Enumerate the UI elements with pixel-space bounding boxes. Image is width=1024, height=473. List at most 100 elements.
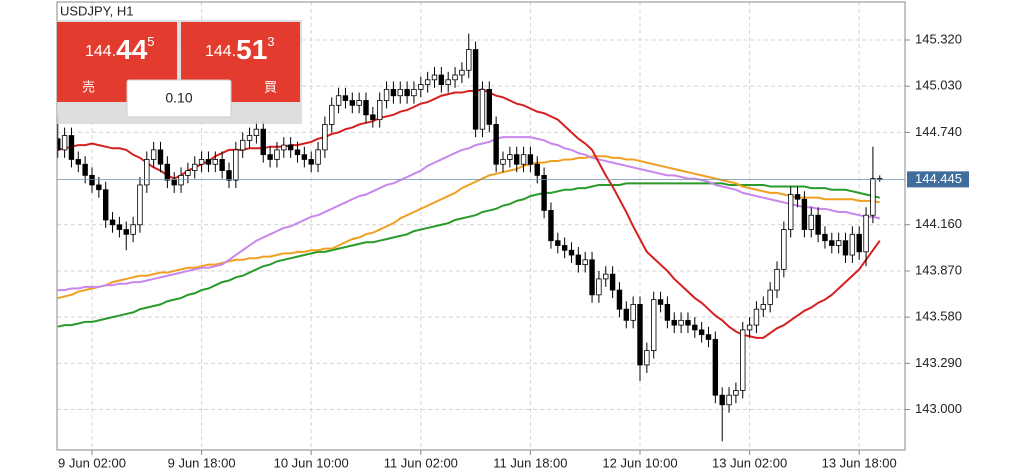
- candle-body: [664, 304, 671, 321]
- candle-body: [774, 268, 780, 291]
- candle-body: [212, 159, 218, 165]
- candle-body: [96, 184, 102, 191]
- candle-body: [637, 304, 643, 366]
- candle-body: [767, 289, 773, 305]
- current-price-box: [907, 171, 969, 188]
- candle-body: [103, 189, 109, 221]
- candle-body: [603, 273, 609, 280]
- candle-body: [733, 390, 739, 396]
- candle-body: [575, 254, 582, 265]
- candle-body: [630, 304, 636, 321]
- candle-body: [356, 100, 362, 106]
- candle-body: [424, 79, 431, 85]
- candle-body: [692, 324, 698, 331]
- sell-price[interactable]: 144.445: [85, 34, 155, 65]
- candle-body: [849, 233, 856, 256]
- candle-body: [596, 278, 602, 296]
- candle-body: [644, 350, 650, 366]
- candle-body: [390, 88, 397, 97]
- y-tick-label: 143.870: [915, 262, 962, 277]
- candle-body: [541, 174, 547, 211]
- moving-average-line: [57, 155, 880, 300]
- candle-body: [68, 135, 75, 160]
- candle-body: [863, 214, 869, 253]
- candle-body: [363, 100, 369, 116]
- y-tick-label: 144.160: [915, 216, 962, 231]
- candle-body: [239, 139, 246, 151]
- chart-title: USDJPY, H1: [60, 3, 133, 18]
- candle-body: [226, 170, 232, 181]
- axes: 143.000 143.290 143.580 143.870 144.160 144.7…: [58, 31, 969, 470]
- candle-body: [623, 308, 629, 321]
- plot-frame: [56, 1, 906, 451]
- candle-body: [520, 154, 527, 165]
- x-tick-label: 9 Jun 18:00: [168, 455, 236, 470]
- candle-body: [438, 74, 445, 85]
- candle-body: [829, 240, 835, 246]
- candle-body: [527, 154, 534, 165]
- candle-body: [383, 88, 390, 101]
- candle-body: [582, 259, 588, 265]
- buy-label[interactable]: 買: [264, 79, 277, 94]
- candle-body: [842, 240, 849, 256]
- candle-body: [431, 74, 438, 81]
- candle-body: [315, 149, 321, 165]
- candle-body: [671, 319, 677, 326]
- x-tick-label: 11 Jun 02:00: [384, 455, 458, 470]
- candle-body: [452, 74, 458, 81]
- y-tick-label: 144.740: [915, 124, 962, 139]
- candle-body: [157, 149, 164, 165]
- candle-body: [322, 124, 328, 151]
- candle-body: [685, 319, 691, 326]
- candle-body: [150, 149, 157, 160]
- sell-label[interactable]: 売: [82, 79, 95, 94]
- buy-price[interactable]: 144.513: [205, 34, 275, 65]
- candle-body: [308, 159, 314, 165]
- candle-body: [89, 174, 95, 186]
- candle-body: [760, 304, 766, 310]
- candle-body: [294, 149, 301, 156]
- candle-body: [57, 138, 61, 151]
- candle-body: [301, 154, 308, 160]
- candle-body: [555, 240, 561, 246]
- candle-body: [657, 299, 664, 305]
- candle-body: [260, 128, 266, 156]
- x-tick-label: 12 Jun 10:00: [602, 455, 677, 470]
- candle-body: [651, 299, 657, 352]
- candle-body: [815, 214, 821, 235]
- candle-body: [719, 394, 725, 406]
- candle-body: [856, 233, 862, 253]
- candle-body: [740, 329, 746, 391]
- candle-body: [788, 194, 794, 230]
- moving-average-line: [57, 136, 880, 292]
- candle-body: [233, 149, 239, 181]
- volume-value[interactable]: 0.10: [165, 90, 192, 106]
- candle-body: [219, 159, 225, 172]
- candle-body: [178, 174, 184, 186]
- moving-average-line: [57, 182, 880, 328]
- candle-body: [726, 394, 732, 406]
- candle-body: [445, 79, 451, 85]
- candle-body: [137, 184, 143, 226]
- candle-body: [712, 339, 719, 396]
- candle-body: [75, 159, 81, 165]
- x-tick-label: 13 Jun 18:00: [822, 455, 897, 470]
- x-tick-label: 13 Jun 02:00: [712, 455, 787, 470]
- volume-box[interactable]: [126, 79, 232, 118]
- x-tick-label: 11 Jun 18:00: [493, 455, 567, 470]
- candle-body: [459, 69, 465, 76]
- candle-body: [164, 163, 171, 181]
- plot-area: [57, 33, 905, 442]
- candle-body: [589, 259, 595, 296]
- candle-body: [781, 229, 787, 270]
- y-tick-label: 145.030: [915, 78, 962, 93]
- candle-body: [418, 84, 424, 90]
- candle-body: [534, 163, 540, 176]
- candle-body: [144, 159, 150, 186]
- candle-body: [116, 224, 123, 230]
- candle-body: [274, 149, 280, 160]
- candle-body: [493, 124, 499, 165]
- y-tick-label: 143.000: [915, 401, 962, 416]
- candle-body: [568, 249, 575, 256]
- candle-body: [349, 100, 355, 106]
